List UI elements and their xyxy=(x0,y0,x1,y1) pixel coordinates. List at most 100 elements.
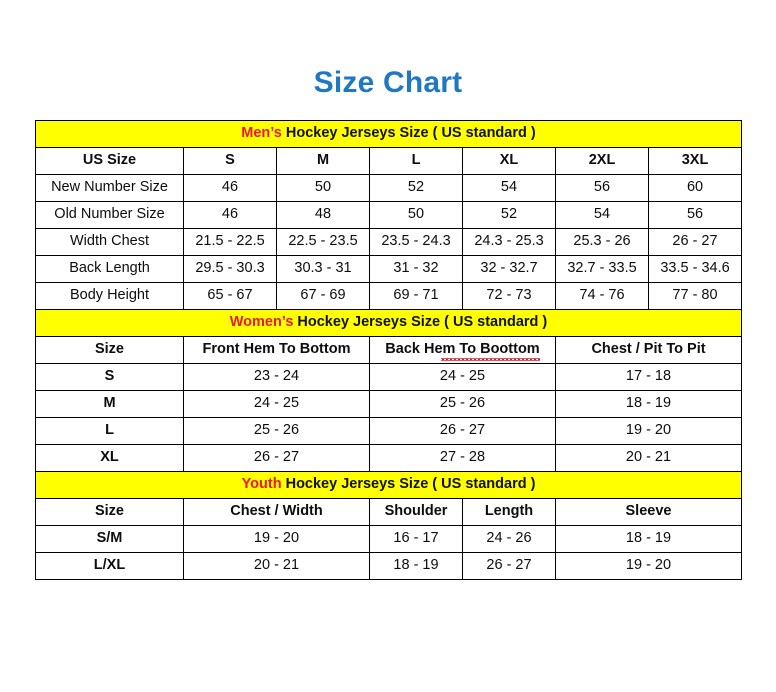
table-row: L/XL 20 - 21 18 - 19 26 - 27 19 - 20 xyxy=(35,552,743,580)
table-cell: 21.5 - 22.5 xyxy=(183,228,277,256)
womens-header-cell: Size xyxy=(35,336,184,364)
mens-header-cell: 2XL xyxy=(555,147,649,175)
row-label: New Number Size xyxy=(35,174,184,202)
table-cell: 72 - 73 xyxy=(462,282,556,310)
mens-header-cell: XL xyxy=(462,147,556,175)
table-cell: 32 - 32.7 xyxy=(462,255,556,283)
womens-banner-rest: Hockey Jerseys Size ( US standard ) xyxy=(293,314,548,331)
mens-header-row: US Size S M L XL 2XL 3XL xyxy=(35,147,743,175)
table-cell: 27 - 28 xyxy=(369,444,556,472)
table-cell: 69 - 71 xyxy=(369,282,463,310)
table-cell: 54 xyxy=(555,201,649,229)
youth-section-banner: Youth Hockey Jerseys Size ( US standard … xyxy=(34,471,743,499)
womens-section-banner: Women’s Hockey Jerseys Size ( US standar… xyxy=(34,309,743,337)
table-cell: 25 - 26 xyxy=(183,417,370,445)
youth-banner-accent: Youth xyxy=(241,476,282,493)
table-cell: 54 xyxy=(462,174,556,202)
row-label: Body Height xyxy=(35,282,184,310)
table-cell: 18 - 19 xyxy=(554,525,743,553)
table-cell: 46 xyxy=(183,201,277,229)
size-chart-table: Men’s Hockey Jerseys Size ( US standard … xyxy=(34,120,743,580)
table-row: Old Number Size 46 48 50 52 54 56 xyxy=(35,201,743,229)
womens-header-cell: Back Hem To Boottom xyxy=(369,336,556,364)
table-cell: 33.5 - 34.6 xyxy=(647,255,743,283)
youth-header-row: Size Chest / Width Shoulder Length Sleev… xyxy=(35,498,743,526)
youth-header-cell: Size xyxy=(35,498,184,526)
table-cell: 52 xyxy=(369,174,463,202)
mens-banner-rest: Hockey Jerseys Size ( US standard ) xyxy=(281,125,536,142)
table-cell: 20 - 21 xyxy=(554,444,743,472)
table-cell: 18 - 19 xyxy=(369,552,463,580)
mens-header-cell: L xyxy=(369,147,463,175)
row-label: Old Number Size xyxy=(35,201,184,229)
table-row: Body Height 65 - 67 67 - 69 69 - 71 72 -… xyxy=(35,282,743,310)
womens-banner-row: Women’s Hockey Jerseys Size ( US standar… xyxy=(34,309,743,337)
mens-banner-accent: Men’s xyxy=(241,125,282,142)
table-cell: 60 xyxy=(647,174,743,202)
table-row: M 24 - 25 25 - 26 18 - 19 xyxy=(35,390,743,418)
table-cell: 25.3 - 26 xyxy=(555,228,649,256)
womens-header-cell: Front Hem To Bottom xyxy=(183,336,370,364)
table-row: S/M 19 - 20 16 - 17 24 - 26 18 - 19 xyxy=(35,525,743,553)
youth-header-cell: Chest / Width xyxy=(183,498,370,526)
table-cell: 32.7 - 33.5 xyxy=(555,255,649,283)
table-cell: 24 - 25 xyxy=(369,363,556,391)
womens-header-row: Size Front Hem To Bottom Back Hem To Boo… xyxy=(35,336,743,364)
misspelled-text: Back Hem To Boottom xyxy=(385,341,541,361)
table-cell: 18 - 19 xyxy=(554,390,743,418)
mens-section-banner: Men’s Hockey Jerseys Size ( US standard … xyxy=(34,120,743,148)
youth-header-cell: Sleeve xyxy=(554,498,743,526)
table-cell: 24 - 26 xyxy=(462,525,556,553)
mens-header-cell: M xyxy=(276,147,370,175)
table-row: L 25 - 26 26 - 27 19 - 20 xyxy=(35,417,743,445)
mens-header-cell: S xyxy=(183,147,277,175)
table-cell: 25 - 26 xyxy=(369,390,556,418)
mens-header-cell: 3XL xyxy=(647,147,743,175)
table-row: XL 26 - 27 27 - 28 20 - 21 xyxy=(35,444,743,472)
row-label: S xyxy=(35,363,184,391)
table-cell: 19 - 20 xyxy=(554,552,743,580)
table-cell: 56 xyxy=(647,201,743,229)
table-cell: 26 - 27 xyxy=(183,444,370,472)
table-cell: 52 xyxy=(462,201,556,229)
youth-header-cell: Shoulder xyxy=(369,498,463,526)
table-cell: 19 - 20 xyxy=(554,417,743,445)
table-cell: 16 - 17 xyxy=(369,525,463,553)
table-cell: 77 - 80 xyxy=(647,282,743,310)
table-cell: 29.5 - 30.3 xyxy=(183,255,277,283)
table-cell: 20 - 21 xyxy=(183,552,370,580)
youth-banner-rest: Hockey Jerseys Size ( US standard ) xyxy=(281,476,536,493)
womens-header-cell: Chest / Pit To Pit xyxy=(554,336,743,364)
table-cell: 17 - 18 xyxy=(554,363,743,391)
row-label: XL xyxy=(35,444,184,472)
table-cell: 67 - 69 xyxy=(276,282,370,310)
table-row: Back Length 29.5 - 30.3 30.3 - 31 31 - 3… xyxy=(35,255,743,283)
mens-banner-row: Men’s Hockey Jerseys Size ( US standard … xyxy=(34,120,743,148)
table-row: Width Chest 21.5 - 22.5 22.5 - 23.5 23.5… xyxy=(35,228,743,256)
table-cell: 24.3 - 25.3 xyxy=(462,228,556,256)
table-cell: 24 - 25 xyxy=(183,390,370,418)
table-cell: 22.5 - 23.5 xyxy=(276,228,370,256)
mens-header-cell: US Size xyxy=(35,147,184,175)
table-cell: 56 xyxy=(555,174,649,202)
row-label: M xyxy=(35,390,184,418)
row-label: Width Chest xyxy=(35,228,184,256)
table-cell: 30.3 - 31 xyxy=(276,255,370,283)
table-cell: 65 - 67 xyxy=(183,282,277,310)
table-row: New Number Size 46 50 52 54 56 60 xyxy=(35,174,743,202)
table-cell: 46 xyxy=(183,174,277,202)
table-cell: 23 - 24 xyxy=(183,363,370,391)
table-row: S 23 - 24 24 - 25 17 - 18 xyxy=(35,363,743,391)
table-cell: 31 - 32 xyxy=(369,255,463,283)
table-cell: 48 xyxy=(276,201,370,229)
table-cell: 26 - 27 xyxy=(462,552,556,580)
row-label: L xyxy=(35,417,184,445)
youth-banner-row: Youth Hockey Jerseys Size ( US standard … xyxy=(34,471,743,499)
row-label: Back Length xyxy=(35,255,184,283)
row-label: L/XL xyxy=(35,552,184,580)
page-title: Size Chart xyxy=(313,66,463,99)
size-chart-table-container: Men’s Hockey Jerseys Size ( US standard … xyxy=(34,120,743,580)
womens-banner-accent: Women’s xyxy=(229,314,294,331)
table-cell: 50 xyxy=(369,201,463,229)
